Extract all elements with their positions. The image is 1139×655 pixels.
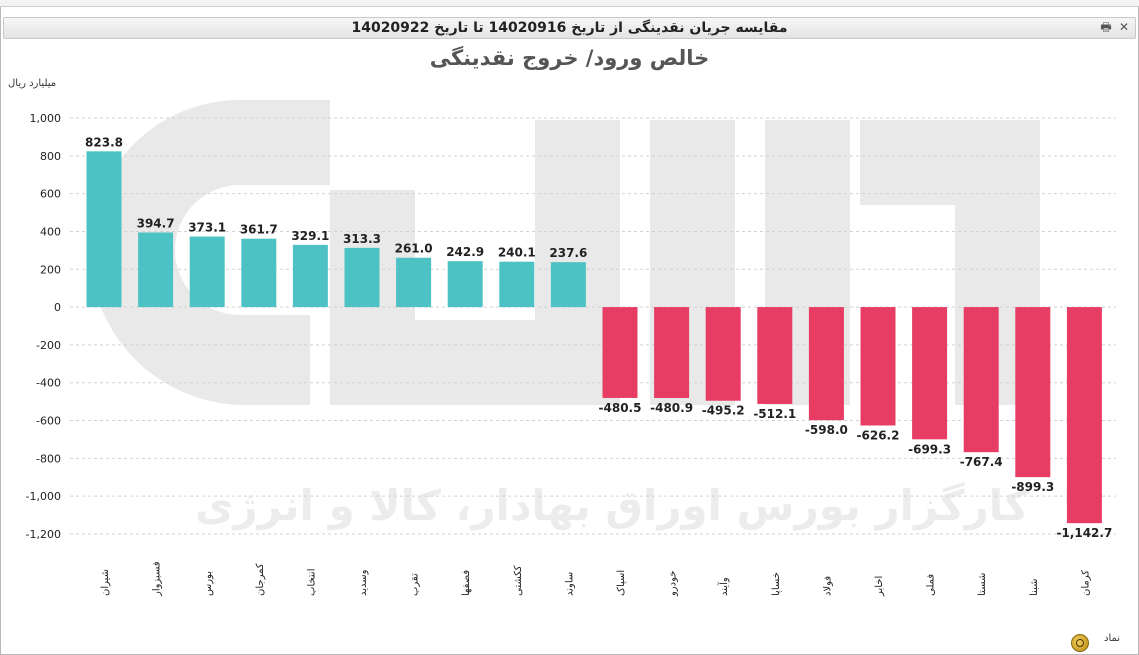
x-axis-labels: شیران فسبزوار بورس کمرجان انتخاب وسدید تقرب فصف…: [100, 561, 1091, 597]
x-tick-label: خودرو: [668, 571, 679, 597]
bars: [86, 151, 1102, 524]
data-label: 240.1: [498, 246, 536, 260]
data-label: -626.2: [857, 428, 900, 442]
data-label: -598.0: [805, 423, 848, 437]
data-label: 261.0: [395, 242, 433, 256]
data-label: 373.1: [188, 221, 226, 235]
bar[interactable]: [292, 244, 328, 308]
bar[interactable]: [757, 307, 793, 404]
data-label: -480.5: [599, 401, 642, 415]
data-label: 242.9: [446, 245, 484, 259]
header-title: مقایسه جریان نقدینگی از تاریخ 14020916 ت…: [351, 20, 788, 36]
bar[interactable]: [963, 307, 999, 453]
y-tick-label: 800: [40, 150, 61, 163]
y-tick-label: -600: [36, 415, 61, 428]
bar[interactable]: [396, 257, 432, 308]
x-tick-label: بورس: [203, 571, 214, 596]
x-tick-label: اسپاک: [616, 570, 627, 596]
chart-title: خالص ورود/ خروج نقدینگی: [429, 46, 710, 70]
y-tick-label: -800: [36, 452, 61, 465]
y-tick-label: 400: [40, 225, 61, 238]
data-label: 394.7: [137, 216, 175, 230]
x-tick-label: خساپا: [771, 572, 782, 596]
data-label: -767.4: [960, 455, 1003, 469]
bar[interactable]: [189, 236, 225, 308]
x-tick-label: وآیند: [717, 577, 730, 596]
bar[interactable]: [447, 261, 483, 308]
bar[interactable]: [705, 307, 741, 401]
top-strip: ▔: [0, 0, 1139, 7]
x-tick-label: کمرجان: [255, 563, 266, 596]
x-tick-label: ککشتی: [513, 565, 524, 596]
bar[interactable]: [344, 247, 380, 308]
data-label: 361.7: [240, 223, 278, 237]
bar[interactable]: [138, 232, 174, 308]
x-tick-label: فملی: [926, 574, 937, 596]
y-tick-label: -1,200: [26, 528, 61, 541]
data-label: -512.1: [753, 407, 796, 421]
y-tick-label: 200: [40, 263, 61, 276]
x-tick-label: کرمان: [1080, 570, 1091, 596]
data-label: -699.3: [908, 442, 951, 456]
y-tick-label: -200: [36, 339, 61, 352]
x-tick-label: شبنا: [1029, 579, 1040, 596]
data-label: 823.8: [85, 135, 123, 149]
y-tick-label: 1,000: [30, 112, 62, 125]
x-tick-label: شستا: [977, 573, 988, 596]
x-tick-label: تقرب: [410, 573, 421, 596]
bar[interactable]: [654, 307, 690, 399]
data-label: 237.6: [549, 246, 587, 260]
data-label: -480.9: [650, 401, 693, 415]
bar[interactable]: [860, 307, 896, 426]
value-labels: 823.8 394.7 373.1 361.7 329.1 313.3 261.0 242.9…: [85, 135, 1112, 540]
watermark-text: کارگزار بورس اوراق بهادار، کالا و انرژی: [195, 481, 1030, 531]
x-tick-label: شیران: [100, 569, 111, 596]
bar[interactable]: [1066, 307, 1102, 524]
y-tick-label: -1,000: [26, 490, 61, 503]
watermark-logo: کارگزار بورس اوراق بهادار، کالا و انرژی: [89, 100, 1040, 531]
x-tick-label: فصفها: [461, 570, 472, 596]
minimize-icon[interactable]: ▔: [1123, 0, 1131, 7]
bar[interactable]: [550, 262, 586, 308]
data-label: 329.1: [291, 229, 329, 243]
data-label: 313.3: [343, 232, 381, 246]
header-tools: 🖶 ✕: [1099, 19, 1131, 35]
x-tick-label: وسدید: [358, 569, 369, 596]
header-bar: مقایسه جریان نقدینگی از تاریخ 14020916 ت…: [3, 17, 1136, 39]
close-icon[interactable]: ✕: [1118, 20, 1130, 34]
y-tick-label: -400: [36, 377, 61, 390]
x-tick-label: اخابر: [874, 576, 885, 597]
y-tick-label: 0: [54, 301, 61, 314]
bar[interactable]: [912, 307, 948, 440]
printer-icon[interactable]: 🖶: [1100, 20, 1112, 34]
x-tick-label: ساوند: [564, 572, 575, 596]
bar[interactable]: [499, 261, 535, 308]
data-label: -495.2: [702, 404, 745, 418]
bar[interactable]: [602, 307, 638, 398]
y-axis: 1,000 800 600 400 200 0 -200 -400 -600 -800 -1,000…: [26, 112, 61, 541]
bar[interactable]: [86, 151, 122, 308]
x-tick-label: فولاد: [822, 576, 833, 596]
data-label: -899.3: [1011, 480, 1054, 494]
bar[interactable]: [808, 307, 844, 421]
x-tick-label: فسبزوار: [152, 561, 163, 597]
x-tick-label: انتخاب: [306, 569, 317, 597]
y-tick-label: 600: [40, 188, 61, 201]
bar[interactable]: [241, 238, 277, 308]
data-label: -1,142.7: [1056, 526, 1112, 540]
refresh-icon[interactable]: [1071, 634, 1089, 652]
x-axis-label: نماد: [1104, 633, 1121, 644]
y-axis-unit-label: میلیارد ریال: [8, 78, 57, 89]
bar[interactable]: [1015, 307, 1051, 478]
